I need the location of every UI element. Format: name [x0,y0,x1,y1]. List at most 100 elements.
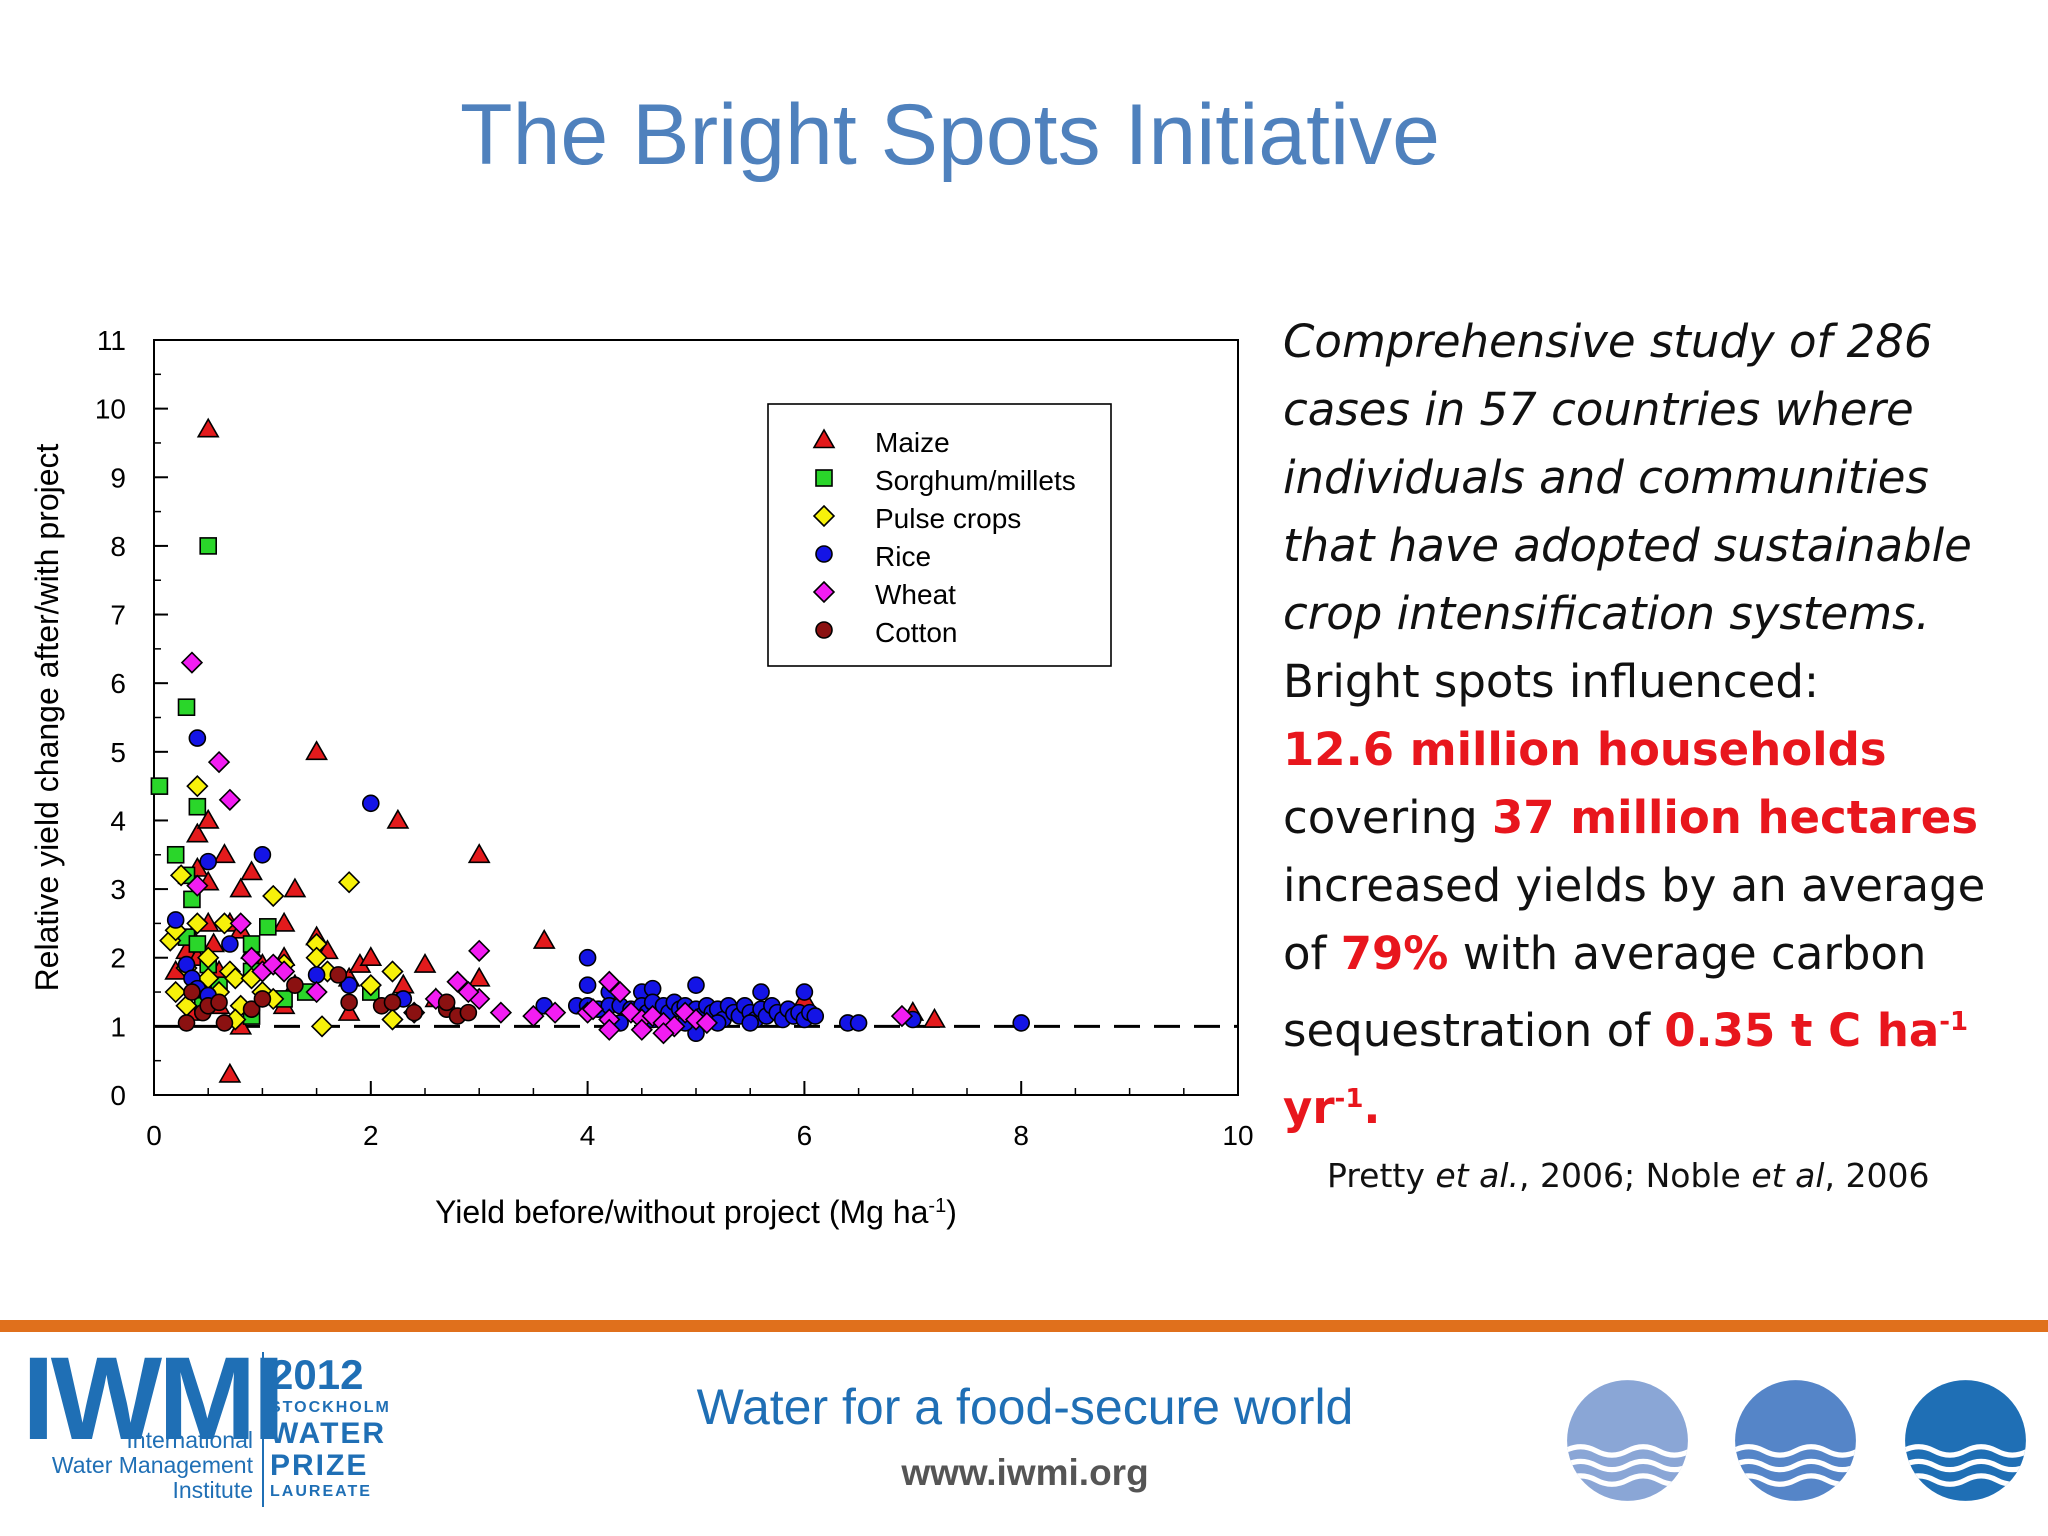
cotton-point [459,1003,478,1022]
summary-text: Comprehensive study of 286 cases in 57 c… [1283,308,2043,1142]
pulse-crops-point [186,912,209,935]
summary-influenced: Bright spots influenced: [1283,655,1820,708]
data-points [150,417,1031,1083]
sorghum-millets-point [188,935,207,953]
maize-point [196,808,220,829]
summary-line-3: individuals and communities [1283,451,1929,504]
legend-label-sorghum-millets: Sorghum/millets [875,465,1076,496]
pulse-crops-point [186,775,209,798]
cotton-point [340,993,358,1012]
maize-point [213,843,236,864]
cotton-point [437,993,456,1012]
cotton-point [183,983,201,1001]
summary-sequestration: sequestration of 0.35 t C ha-1 [1283,1004,1969,1057]
rice-point [188,729,207,747]
cotton-point [177,1014,196,1032]
legend-label-rice: Rice [875,541,931,572]
x-tick-label: 2 [363,1120,379,1151]
logo-divider [262,1352,264,1507]
rice-point [578,976,597,994]
pulse-crops-point [381,960,404,983]
footer-url[interactable]: www.iwmi.org [901,1452,1149,1493]
rice-point [307,966,326,984]
y-tick-label: 6 [110,668,126,699]
x-axis-title: Yield before/without project (Mg ha-1) [435,1194,957,1230]
maize-point [283,877,307,898]
legend-marker-sorghum-millets [815,469,833,487]
maize-point [185,822,209,843]
rice-point [741,1014,760,1032]
legend: Maize Sorghum/millets Pulse crops Rice Wheat… [767,403,1112,667]
slide-title: The Bright Spots Initiative [460,87,1440,183]
wheat-point [581,998,605,1021]
cotton-point [253,990,272,1008]
rice-point [340,976,358,994]
rice-point [166,911,185,929]
wheat-point [489,1001,513,1024]
wheat-point [218,788,242,811]
maize-point [467,966,491,987]
cotton-point [383,993,402,1012]
maize-point [359,946,383,967]
legend-marker-cotton [815,621,833,639]
series-cotton [177,966,478,1032]
cotton-point [215,1014,234,1032]
y-tick-label: 9 [110,462,126,493]
pulse-crops-point [169,864,193,887]
pulse-crops-point [262,884,285,908]
wheat-point [652,1022,675,1045]
x-tick-label: 8 [1013,1120,1029,1151]
legend-label-wheat: Wheat [875,579,956,610]
legend-marker-rice [815,545,833,563]
wheat-point [457,980,480,1004]
x-tick-label: 0 [146,1120,162,1151]
y-tick-label: 4 [110,805,126,836]
cotton-point [210,993,228,1012]
legend-marker-pulse-crops [812,504,836,528]
legend-marker-wheat [812,580,836,604]
wheat-point [229,912,252,935]
maize-point [229,877,253,898]
rice-point [221,935,239,953]
rice-point [795,983,814,1001]
iwmi-logo-subtitle: International Water Management Institute [51,1427,253,1503]
wheat-point [207,750,231,774]
footer-divider [0,1320,2048,1332]
iwmi-logo: IWMI [22,1333,285,1465]
maize-point [240,860,263,881]
rice-point [578,948,597,967]
maize-point [413,952,437,973]
rice-point [687,976,705,994]
maize-point [386,808,410,829]
y-axis-title: Relative yield change after/with project [29,443,65,991]
y-tick-label: 1 [110,1011,126,1042]
cotton-point [329,966,348,984]
sorghum-millets-point [199,537,217,555]
y-tick-label: 3 [110,874,126,905]
maize-point [532,928,556,949]
y-tick-label: 8 [110,531,126,562]
y-tick-label: 7 [110,600,126,631]
citation: Pretty et al., 2006; Noble et al, 2006 [1327,1156,1930,1195]
wheat-point [598,970,621,993]
rice-point [752,983,770,1001]
rice-point [849,1014,868,1032]
summary-yr: yr-1. [1283,1081,1381,1134]
rice-point [361,794,380,813]
sorghum-millets-point [150,777,169,795]
water-drop-icon-3 [1905,1380,2026,1501]
x-tick-label: 10 [1222,1120,1253,1151]
x-tick-label: 6 [797,1120,813,1151]
rice-point [199,852,217,871]
rice-point [806,1007,825,1025]
water-drop-icon-2 [1735,1380,1856,1501]
water-drop-icon-1 [1567,1380,1688,1501]
wheat-point [522,1004,545,1028]
summary-percent: 79% [1340,927,1449,980]
wheat-point [630,1018,653,1041]
summary-line-5: crop intensification systems. [1283,587,1930,640]
wheat-point [598,1018,621,1041]
wheat-point [608,980,632,1004]
maize-point [467,843,491,864]
pulse-crops-point [381,1008,404,1031]
